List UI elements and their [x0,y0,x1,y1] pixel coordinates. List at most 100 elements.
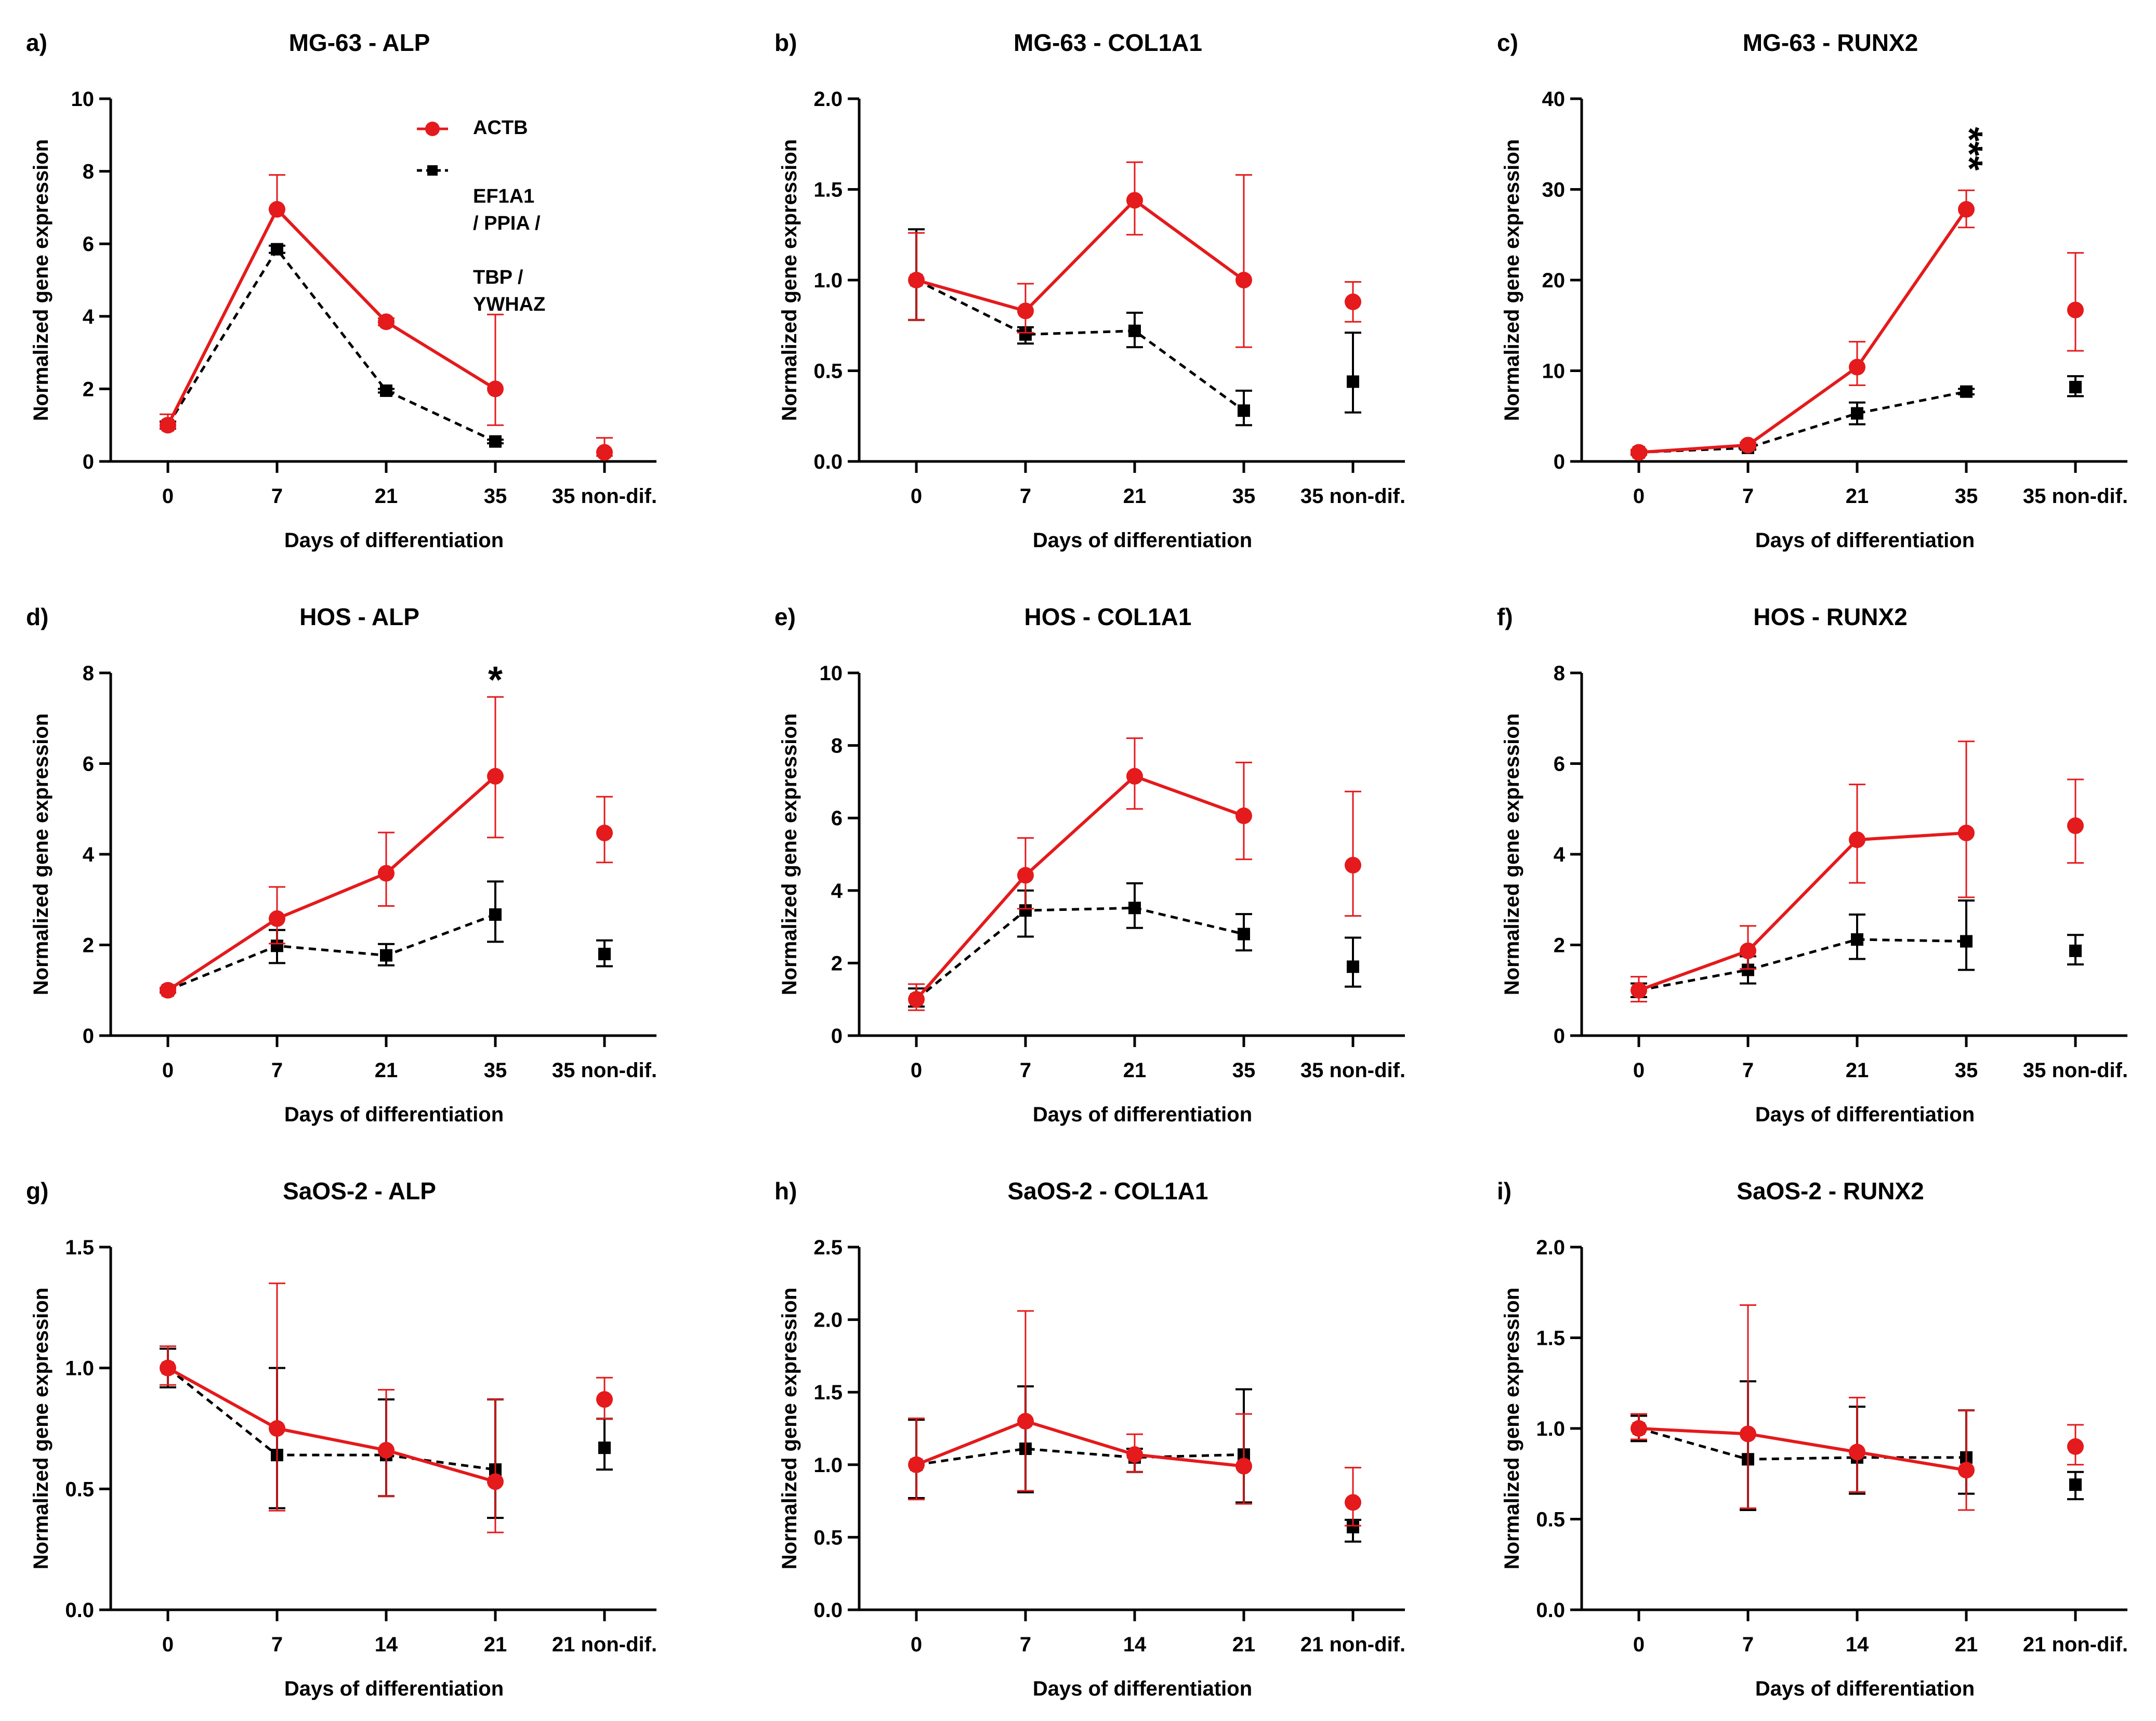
x-axis-label: Days of differentiation [1755,529,1975,552]
data-point-reference [2069,380,2082,393]
y-tick-label: 4 [83,306,95,328]
series-line-actb [915,774,1245,1001]
y-tick-label: 6 [1554,753,1565,776]
data-point-reference [1128,902,1141,915]
significance-marker: *** [1948,127,1990,170]
x-tick-label: 7 [271,1059,283,1082]
data-point-actb [1345,1494,1361,1511]
data-point-reference [489,908,502,921]
panel-g: g) SaOS-2 - ALP 0.0 0.5 1.0 1.5 0 7 14 21 21 non… [0,1148,719,1721]
panel-title: MG-63 - ALP [288,29,430,56]
chart-svg: 0 10 20 30 40 0 7 21 35 35 non-dif. Days of differ… [1501,88,2128,552]
panel-letter: g) [26,1177,49,1204]
y-tick-label: 2 [83,934,94,957]
legend-label-reference-line2: TBP / YWHAZ [473,267,546,315]
chart-svg: 0 2 4 6 8 0 7 21 35 35 non-dif. Days of differenti… [30,659,657,1126]
x-tick-label: 0 [911,485,922,508]
data-point-actb [2067,1438,2084,1455]
series-line-actb [167,775,496,992]
panel-letter: e) [774,603,796,630]
x-tick-label: 0 [911,1633,922,1656]
series-line-reference [1638,1427,1966,1461]
data-point-actb [1345,856,1361,873]
data-point-reference [271,243,283,256]
y-tick-label: 1.0 [813,1454,843,1477]
data-point-actb [1017,867,1034,884]
chart-svg: 0.0 0.5 1.0 1.5 2.0 0 7 14 21 21 non-dif. Days of … [1501,1236,2128,1700]
panel-title: HOS - COL1A1 [1024,603,1192,630]
panel-letter: d) [26,603,49,630]
y-tick-label: 2.5 [813,1236,843,1259]
y-tick-label: 0 [831,1025,843,1048]
data-point-actb [487,767,504,785]
panel-letter: a) [26,29,47,56]
y-tick-label: 8 [1554,662,1565,685]
data-point-actb [378,313,395,330]
panel-f: f) HOS - RUNX2 0 2 4 6 8 0 7 21 35 35 non-dif. Day… [1471,574,2156,1147]
y-axis-label: Normalized gene expression [1501,713,1523,995]
x-tick-label: 14 [1123,1633,1147,1656]
x-tick-label: 7 [1020,1059,1031,1082]
y-tick-label: 0 [83,451,94,473]
y-tick-label: 1.0 [813,269,843,292]
x-tick-label: 35 non-dif. [2023,485,2128,508]
series-line-actb [915,1420,1244,1468]
panel-i: i) SaOS-2 - RUNX2 0.0 0.5 1.0 1.5 2.0 0 7 14 21 2… [1471,1148,2156,1721]
panel-letter: i) [1497,1177,1512,1204]
data-point-actb [269,910,285,927]
panel-title: MG-63 - COL1A1 [1014,29,1202,56]
y-tick-label: 2.0 [813,88,843,111]
x-tick-label: 7 [1742,1633,1754,1656]
data-point-reference [1960,935,1973,948]
y-tick-label: 0 [1554,1025,1565,1048]
x-tick-label: 0 [162,485,174,508]
x-axis-label: Days of differentiation [284,529,504,552]
data-point-reference [1238,928,1250,941]
x-tick-label: 35 non-dif. [552,485,657,508]
x-axis-label: Days of differentiation [1033,529,1252,552]
y-tick-label: 1.5 [813,179,843,202]
x-tick-label: 35 [484,1059,507,1082]
data-point-actb [269,201,285,218]
x-tick-label: 21 non-dif. [1300,1633,1405,1656]
y-tick-label: 10 [820,662,843,685]
x-tick-label: 35 [1955,1059,1978,1082]
y-tick-label: 0.5 [813,360,843,383]
legend: ACTB EF1A1 / PPIA / TBP / YWHAZ [416,114,686,315]
x-tick-label: 21 [1123,485,1147,508]
y-tick-label: 0.0 [813,451,843,473]
y-tick-label: 1.0 [1536,1418,1565,1440]
x-tick-label: 21 [1846,1059,1869,1082]
data-point-actb [1126,192,1143,209]
y-tick-label: 20 [1542,269,1566,292]
y-tick-label: 0 [1554,451,1565,473]
data-point-actb [160,1359,176,1376]
x-axis-label: Days of differentiation [284,1677,504,1700]
panel-title: SaOS-2 - ALP [283,1177,436,1204]
x-tick-label: 21 [1232,1633,1256,1656]
significance-marker: * [488,659,503,701]
data-point-actb [1740,1425,1756,1442]
chart-svg: 0 2 4 6 8 10 0 7 21 35 35 non-dif. Days of differen… [30,88,657,552]
y-tick-label: 0.5 [813,1526,843,1549]
y-tick-label: 1.0 [65,1357,94,1380]
panel-title: HOS - RUNX2 [1753,603,1908,630]
data-point-actb [1017,1413,1034,1430]
data-point-actb [378,865,395,882]
data-point-actb [596,1391,613,1408]
data-point-actb [1740,436,1756,454]
x-tick-label: 21 [1846,485,1869,508]
y-tick-label: 0.0 [65,1599,94,1622]
panel-e: e) HOS - COL1A1 0 2 4 6 8 10 0 7 21 35 35 non-dif.… [748,574,1467,1147]
data-point-actb [1631,444,1647,461]
data-point-actb [1631,982,1647,999]
x-tick-label: 35 non-dif. [1300,485,1405,508]
x-tick-label: 35 [1232,485,1256,508]
x-tick-label: 21 [1123,1059,1147,1082]
x-tick-label: 0 [911,1059,922,1082]
y-tick-label: 2.0 [813,1309,843,1332]
data-point-actb [1958,201,1975,218]
data-point-reference [598,947,611,960]
y-tick-label: 4 [83,843,95,866]
